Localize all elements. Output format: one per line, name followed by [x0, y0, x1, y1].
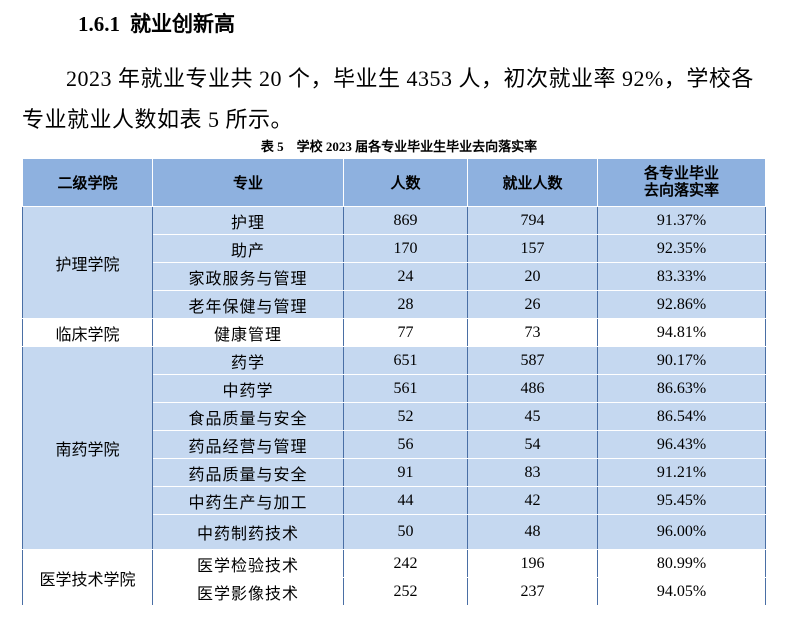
college-cell: 临床学院	[22, 318, 153, 347]
major-cell: 中药生产与加工	[152, 486, 344, 515]
paragraph: 2023 年就业专业共 20 个，毕业生 4353 人，初次就业率 92%，学校…	[22, 66, 754, 132]
major-cell: 老年保健与管理	[152, 290, 344, 319]
employed-cell: 83	[467, 458, 598, 487]
major-cell: 药品质量与安全	[152, 458, 344, 487]
section-title: 就业创新高	[130, 12, 235, 36]
employed-cell: 794	[467, 206, 598, 235]
rate-cell: 94.81%	[597, 318, 766, 347]
rate-cell: 92.35%	[597, 234, 766, 263]
employed-cell: 486	[467, 374, 598, 403]
count-cell: 52	[343, 402, 468, 431]
major-cell: 健康管理	[152, 318, 344, 347]
count-cell: 77	[343, 318, 468, 347]
count-cell: 252	[343, 577, 468, 606]
employed-cell: 26	[467, 290, 598, 319]
count-cell: 170	[343, 234, 468, 263]
rate-cell: 91.21%	[597, 458, 766, 487]
major-cell: 药学	[152, 346, 344, 375]
major-cell: 中药制药技术	[152, 514, 344, 550]
rate-cell: 96.43%	[597, 430, 766, 459]
rate-cell: 91.37%	[597, 206, 766, 235]
employed-cell: 45	[467, 402, 598, 431]
count-cell: 651	[343, 346, 468, 375]
rate-cell: 90.17%	[597, 346, 766, 375]
section-number: 1.6.1	[78, 12, 120, 36]
employed-cell: 157	[467, 234, 598, 263]
rate-cell: 96.00%	[597, 514, 766, 550]
count-cell: 28	[343, 290, 468, 319]
college-cell: 护理学院	[22, 206, 153, 319]
column-header: 就业人数	[467, 158, 598, 207]
college-cell: 医学技术学院	[22, 549, 153, 606]
employed-cell: 73	[467, 318, 598, 347]
rate-cell: 86.54%	[597, 402, 766, 431]
count-cell: 56	[343, 430, 468, 459]
column-header: 各专业毕业去向落实率	[597, 158, 766, 207]
college-cell: 南药学院	[22, 346, 153, 550]
employed-cell: 54	[467, 430, 598, 459]
employed-cell: 196	[467, 549, 598, 578]
count-cell: 561	[343, 374, 468, 403]
major-cell: 助产	[152, 234, 344, 263]
count-cell: 44	[343, 486, 468, 515]
employed-cell: 42	[467, 486, 598, 515]
column-header: 人数	[343, 158, 468, 207]
count-cell: 242	[343, 549, 468, 578]
major-cell: 药品经营与管理	[152, 430, 344, 459]
table-row: 药品经营与管理 56 54 96.43%	[22, 430, 766, 459]
table-caption: 表 5 学校 2023 届各专业毕业生毕业去向落实率	[260, 139, 538, 154]
column-header: 专业	[152, 158, 344, 207]
table-row: 助产 170 157 92.35%	[22, 234, 766, 263]
rate-cell: 92.86%	[597, 290, 766, 319]
major-cell: 中药学	[152, 374, 344, 403]
major-cell: 医学检验技术	[152, 549, 344, 578]
major-cell: 家政服务与管理	[152, 262, 344, 291]
count-cell: 91	[343, 458, 468, 487]
rate-cell: 80.99%	[597, 549, 766, 578]
count-cell: 24	[343, 262, 468, 291]
count-cell: 869	[343, 206, 468, 235]
employed-cell: 48	[467, 514, 598, 550]
column-header: 二级学院	[22, 158, 153, 207]
rate-cell: 95.45%	[597, 486, 766, 515]
table: 二级学院 专业 人数 就业人数 各专业毕业去向落实率 护理学院 护理 869 794 91.37%…	[22, 158, 766, 606]
rate-cell: 86.63%	[597, 374, 766, 403]
table-row: 医学技术学院 医学检验技术 242 196 80.99%	[22, 549, 766, 606]
major-cell: 医学影像技术	[152, 577, 344, 606]
employed-cell: 587	[467, 346, 598, 375]
count-cell: 50	[343, 514, 468, 550]
section-heading: 1.6.1 就业创新高	[78, 8, 245, 38]
table-row: 护理学院 护理 869 794 91.37%	[22, 206, 766, 319]
employed-cell: 20	[467, 262, 598, 291]
table-row: 南药学院 药学 651 587 90.17%	[22, 346, 766, 550]
major-cell: 护理	[152, 206, 344, 235]
rate-cell: 83.33%	[597, 262, 766, 291]
rate-cell: 94.05%	[597, 577, 766, 606]
header-row: 二级学院 专业 人数 就业人数 各专业毕业去向落实率	[22, 158, 766, 207]
employed-cell: 237	[467, 577, 598, 606]
table-row: 临床学院 健康管理 77 73 94.81%	[22, 318, 766, 347]
major-cell: 食品质量与安全	[152, 402, 344, 431]
